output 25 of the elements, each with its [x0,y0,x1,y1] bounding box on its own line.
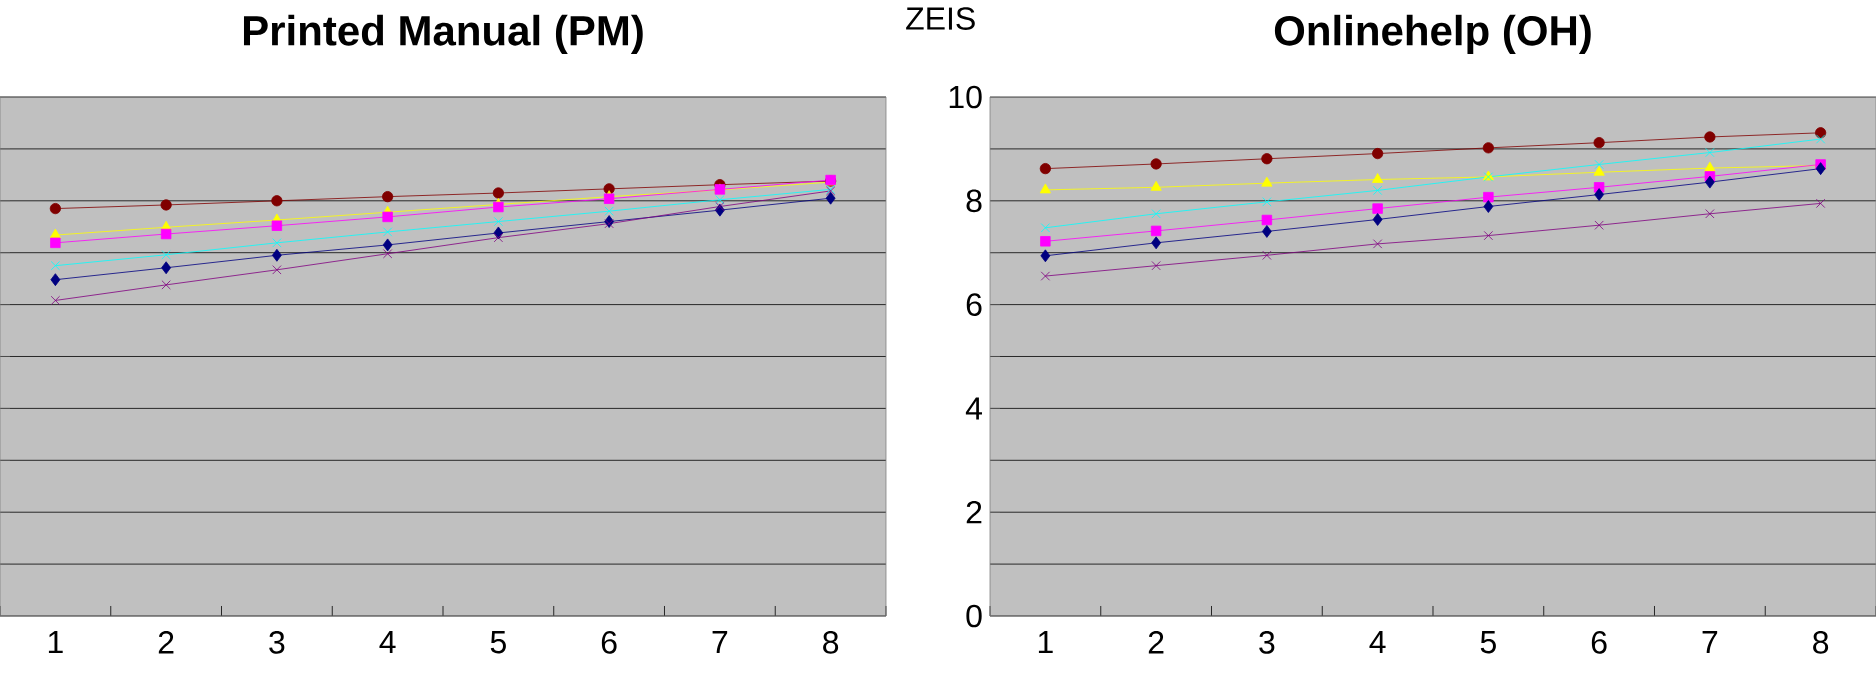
y-axis-title: ZEIS [906,7,975,30]
x-tick-label: 1 [1038,631,1053,654]
x-tick-label: 6 [601,631,617,654]
x-tick-label: 3 [269,631,285,654]
x-tick-label: 7 [712,631,728,654]
x-tick-label: 7 [1702,631,1718,654]
chart-title: Onlinehelp (OH) [1274,14,1591,54]
x-tick-label: 5 [1480,631,1496,654]
y-tick-label: 0 [966,604,982,628]
x-tick-label: 2 [158,631,174,654]
y-tick-label: 10 [949,85,982,109]
x-tick-label: 5 [490,631,506,654]
x-tick-label: 4 [379,631,396,654]
y-tick-label: 6 [966,293,982,316]
x-tick-label: 8 [1813,631,1829,654]
x-tick-label: 3 [1259,631,1275,654]
chart-title: Printed Manual (PM) [243,14,643,54]
x-tick-label: 1 [48,631,63,654]
y-tick-label: 8 [966,189,982,213]
x-tick-label: 8 [823,631,839,654]
y-tick-label: 4 [965,397,982,420]
y-tick-label: 2 [966,501,982,524]
x-tick-label: 4 [1369,631,1386,654]
x-tick-label: 6 [1591,631,1607,654]
x-tick-label: 2 [1148,631,1164,654]
